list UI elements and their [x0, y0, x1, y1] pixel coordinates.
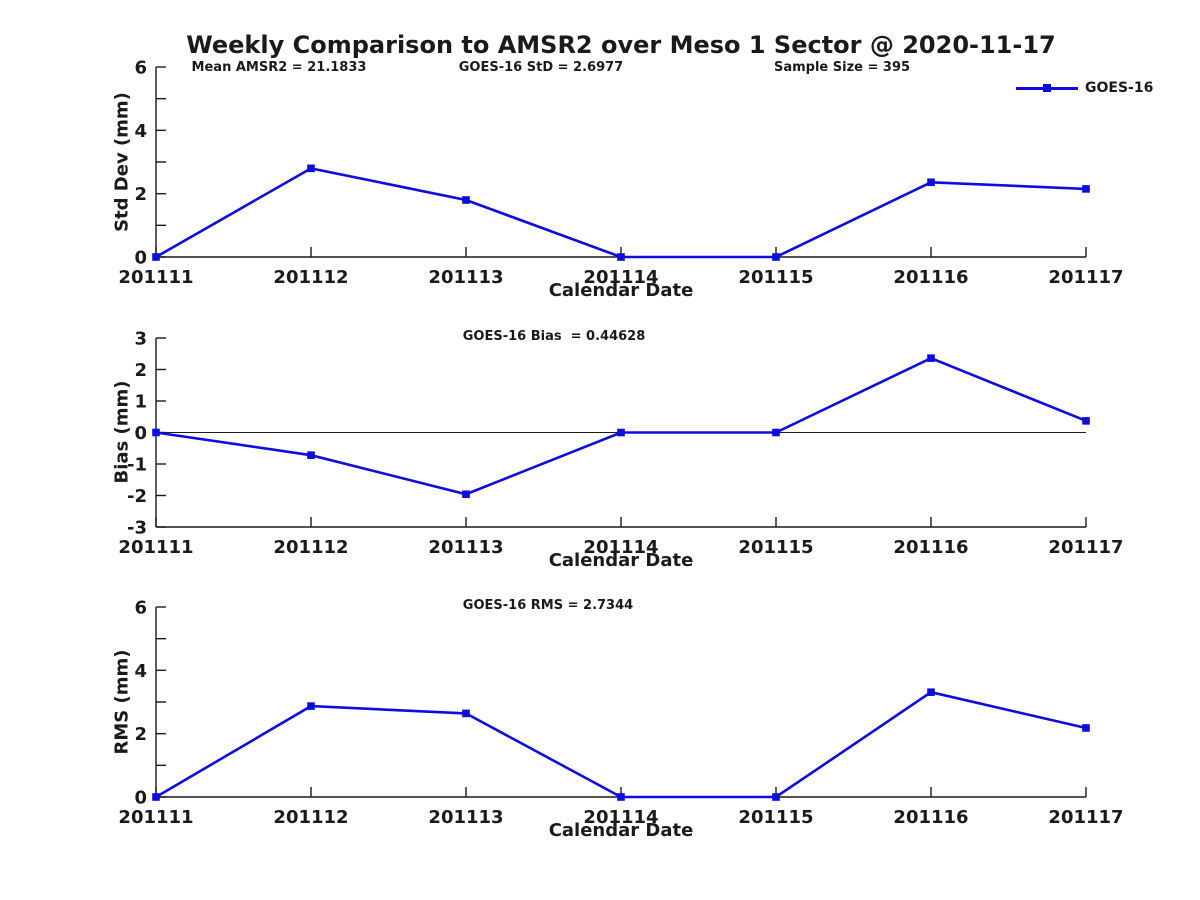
y-tick-label: 2: [134, 724, 147, 745]
subplot-bias-mm-: -3 -2 -1 0 1 2 3 201111 201112 201113 201114 201115…: [118, 329, 1123, 559]
data-point-marker: [772, 428, 780, 437]
series-line-GOES-16: [155, 356, 1087, 496]
annotation-sample-size: Sample Size = 395: [773, 60, 911, 75]
data-point-marker: [152, 253, 160, 261]
y-tick-label: 0: [134, 788, 147, 809]
rms-x-axis-label: Calendar Date: [548, 820, 694, 841]
data-point-marker: [927, 178, 935, 187]
data-point-marker: [617, 793, 625, 801]
x-tick-label: 201111: [118, 267, 193, 288]
y-tick-label: -3: [127, 518, 147, 539]
series-line-GOES-16: [155, 166, 1087, 259]
data-point-marker: [152, 793, 160, 801]
data-point-marker: [462, 196, 470, 204]
x-tick-label: 201116: [893, 537, 968, 558]
x-tick-label: 201112: [273, 267, 348, 288]
x-tick-label: 201112: [273, 807, 348, 828]
data-point-marker: [462, 490, 470, 499]
y-tick-label: 4: [134, 121, 147, 142]
x-tick-label: 201117: [1048, 537, 1123, 558]
x-tick-label: 201115: [738, 267, 813, 288]
data-point-marker: [1082, 185, 1090, 193]
y-tick-label: 6: [134, 58, 147, 79]
annotation-mean-amsr2: Mean AMSR2 = 21.1833: [191, 60, 367, 75]
data-point-marker: [1082, 417, 1090, 425]
annotation-goes16-std: GOES-16 StD = 2.6977: [458, 60, 624, 75]
x-tick-label: 201111: [118, 807, 193, 828]
legend-line-sample: [1016, 84, 1078, 92]
x-tick-label: 201114: [583, 807, 658, 828]
data-point-marker: [1082, 724, 1090, 732]
figure-title: Weekly Comparison to AMSR2 over Meso 1 S…: [186, 31, 1056, 59]
series-line-GOES-16: [155, 690, 1087, 799]
data-point-marker: [617, 253, 625, 261]
data-point-marker: [307, 451, 315, 459]
x-tick-label: 201114: [583, 267, 658, 288]
x-tick-label: 201113: [428, 267, 503, 288]
x-tick-label: 201116: [893, 267, 968, 288]
legend: GOES-16: [1016, 80, 1153, 96]
legend-square-marker-icon: [1043, 84, 1051, 92]
x-tick-label: 201115: [738, 537, 813, 558]
x-tick-label: 201114: [583, 537, 658, 558]
x-tick-label: 201112: [273, 537, 348, 558]
y-tick-label: 6: [134, 598, 147, 619]
data-point-marker: [927, 688, 935, 696]
subplot-rms-mm-: 0 2 4 6 201111 201112 201113 201114 201115 201116…: [118, 598, 1123, 829]
x-tick-label: 201113: [428, 537, 503, 558]
x-tick-label: 201111: [118, 537, 193, 558]
y-tick-label: 2: [134, 184, 147, 205]
y-tick-label: 3: [134, 329, 147, 350]
y-tick-label: 2: [134, 360, 147, 381]
y-tick-label: 0: [134, 248, 147, 269]
bias-x-axis-label: Calendar Date: [548, 550, 694, 571]
x-tick-label: 201117: [1048, 807, 1123, 828]
annotation-goes16-bias: GOES-16 Bias = 0.44628: [462, 329, 646, 344]
y-tick-label: 4: [134, 661, 147, 682]
y-tick-label: 1: [134, 392, 147, 413]
stddev-x-axis-label: Calendar Date: [548, 280, 694, 301]
x-tick-label: 201113: [428, 807, 503, 828]
data-point-marker: [307, 702, 315, 710]
x-tick-label: 201115: [738, 807, 813, 828]
y-tick-label: 0: [134, 423, 147, 444]
data-point-marker: [927, 354, 935, 362]
data-point-marker: [617, 428, 625, 437]
subplot-std-dev-mm-: 0 2 4 6 201111 201112 201113 201114 201115 201116…: [118, 58, 1123, 289]
data-point-marker: [462, 709, 470, 718]
annotation-goes16-rms: GOES-16 RMS = 2.7344: [462, 598, 634, 613]
x-tick-label: 201117: [1048, 267, 1123, 288]
x-tick-label: 201116: [893, 807, 968, 828]
legend-label: GOES-16: [1085, 80, 1154, 96]
data-point-marker: [307, 164, 315, 173]
data-point-marker: [772, 253, 780, 261]
data-point-marker: [152, 428, 160, 437]
data-point-marker: [772, 793, 780, 801]
y-tick-label: -1: [127, 455, 147, 476]
y-tick-label: -2: [127, 486, 147, 507]
